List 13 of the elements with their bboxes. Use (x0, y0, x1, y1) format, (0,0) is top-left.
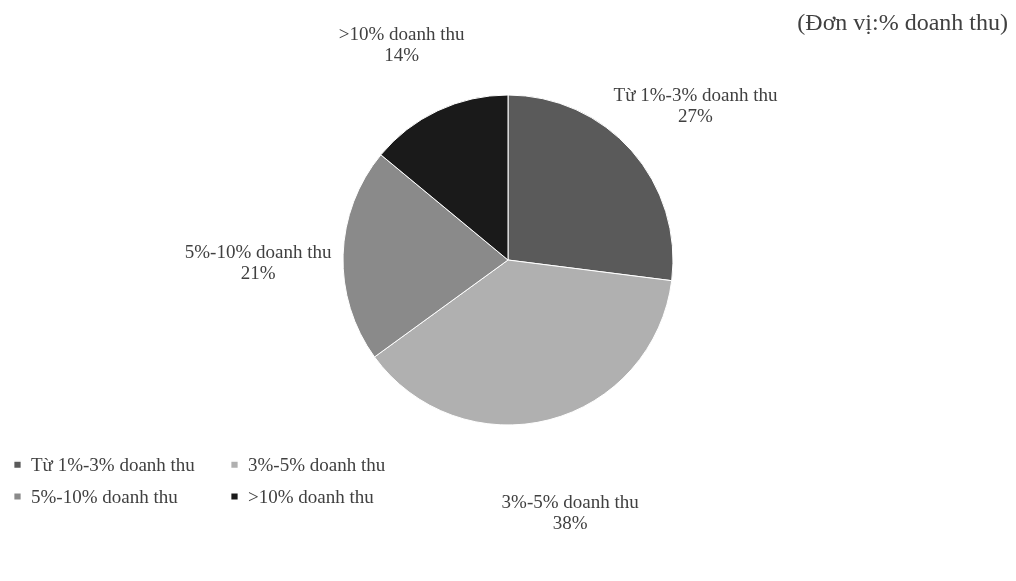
text: (Đơn vị:% doanh thu) (797, 8, 1008, 35)
data-label: 27% (678, 104, 714, 126)
data-label: 21% (240, 262, 276, 284)
legend-label: 5%-10% doanh thu (31, 485, 179, 507)
legend-label: Từ 1%-3% doanh thu (31, 453, 196, 475)
slice-label: >10% doanh thu (338, 22, 465, 44)
legend-label: 3%-5% doanh thu (248, 453, 386, 475)
legend-label: >10% doanh thu (248, 485, 375, 507)
slice-label: Từ 1%-3% doanh thu (613, 83, 778, 105)
data-label: 14% (384, 43, 420, 65)
slice-label: 3%-5% doanh thu (501, 491, 640, 513)
data-label: 38% (552, 512, 588, 534)
slice-label: 5%-10% doanh thu (184, 241, 332, 263)
